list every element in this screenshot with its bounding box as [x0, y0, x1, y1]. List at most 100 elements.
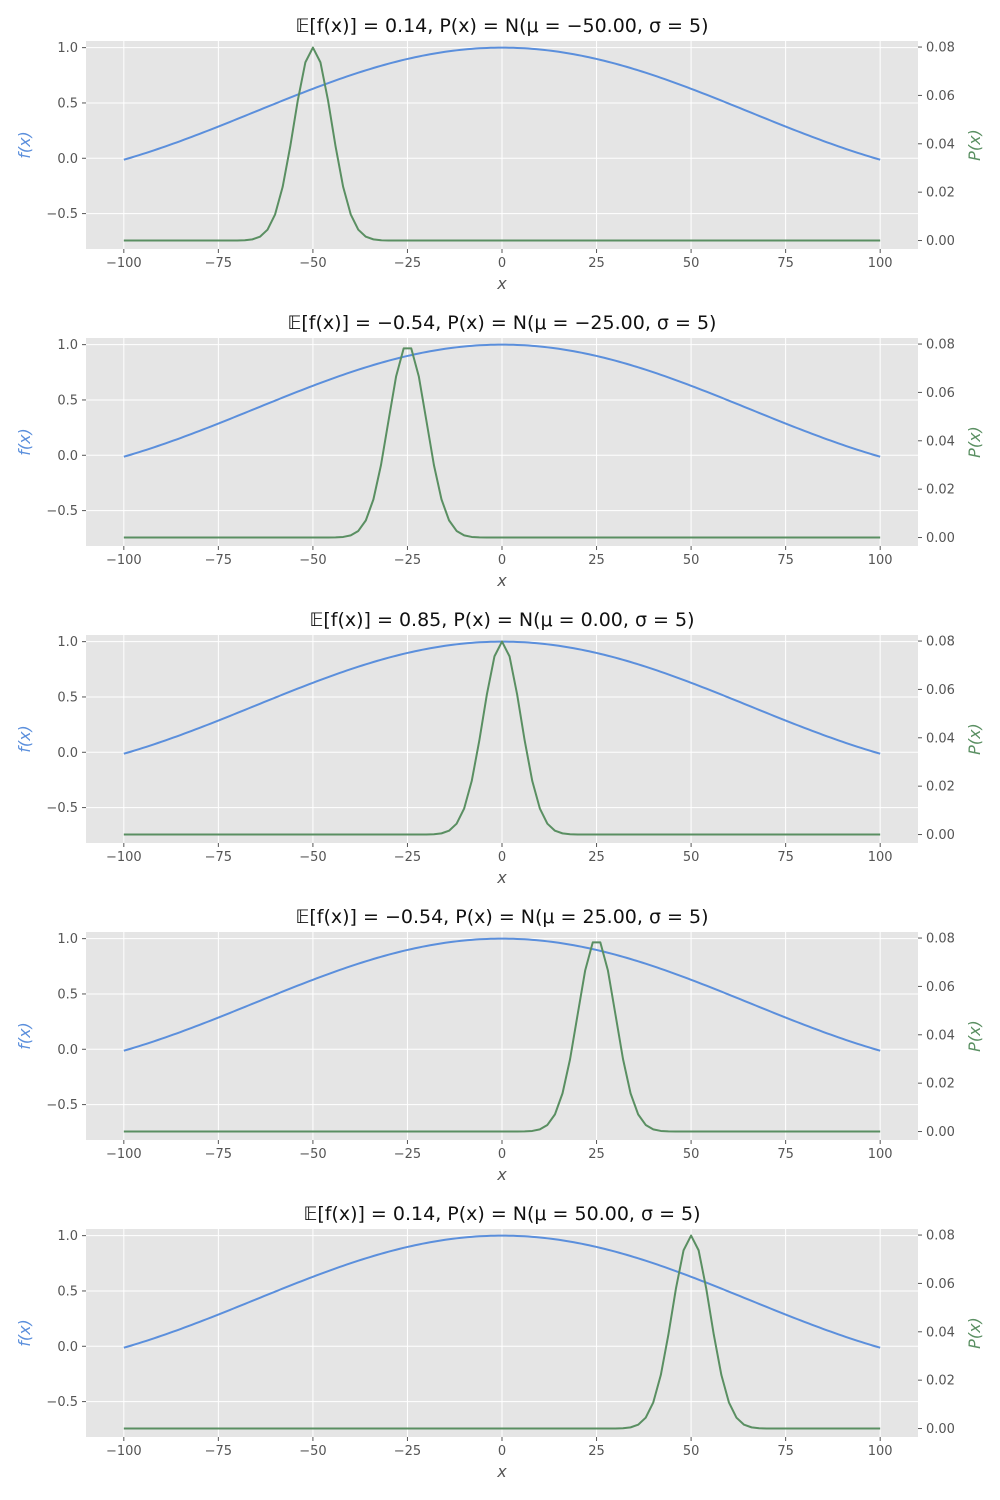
y-right-axis-label: P(x) [965, 1020, 984, 1052]
y-right-tick-label: 0.04 [926, 434, 955, 449]
series-line-f [123, 343, 881, 458]
y-right-tick-label: 0.02 [926, 186, 955, 201]
x-tick-label: 0 [498, 850, 506, 865]
x-tick-label: 25 [588, 1147, 605, 1162]
y-right-tick-label: 0.06 [926, 386, 955, 401]
y-left-tick-label: 0.0 [57, 1043, 78, 1058]
x-tick-label: −50 [299, 256, 326, 271]
series-line-f [123, 1234, 881, 1349]
y-right-tick-label: 0.02 [926, 780, 955, 795]
y-right-tick-label: 0.08 [926, 1229, 955, 1244]
x-axis-label: x [496, 868, 507, 887]
chart-title: 𝔼[f(x)] = 0.14, P(x) = N(μ = −50.00, σ =… [296, 15, 709, 37]
y-right-tick-label: 0.06 [926, 89, 955, 104]
x-tick-label: 25 [588, 850, 605, 865]
y-right-tick-label: 0.00 [926, 234, 955, 249]
y-left-tick-label: 0.5 [57, 96, 78, 111]
x-tick-label: −100 [106, 850, 142, 865]
x-tick-label: −75 [205, 553, 232, 568]
y-right-tick-label: 0.00 [926, 1422, 955, 1437]
x-axis-label: x [496, 274, 507, 293]
y-right-tick-label: 0.04 [926, 731, 955, 746]
y-right-axis-label: P(x) [965, 129, 984, 161]
series-line-p [123, 640, 881, 836]
chart-title: 𝔼[f(x)] = 0.85, P(x) = N(μ = 0.00, σ = 5… [310, 609, 695, 631]
y-left-axis-label: f(x) [15, 1022, 34, 1050]
series-line-f [123, 46, 881, 161]
y-left-tick-label: 0.0 [57, 746, 78, 761]
x-tick-label: −50 [299, 850, 326, 865]
x-tick-label: −100 [106, 256, 142, 271]
x-tick-label: 75 [777, 850, 794, 865]
series-line-f [123, 937, 881, 1052]
y-left-tick-label: −0.5 [46, 1098, 78, 1113]
y-left-tick-label: 0.5 [57, 393, 78, 408]
x-tick-label: −25 [394, 1444, 421, 1459]
x-tick-label: 25 [588, 553, 605, 568]
x-tick-label: −50 [299, 1147, 326, 1162]
y-right-tick-label: 0.06 [926, 683, 955, 698]
subplot-1: −100 −75 −50 −25 0 25 50 75 100 −0.5 0.0 0.5 1.0 0.00… [15, 15, 984, 293]
y-left-tick-label: 0.5 [57, 1284, 78, 1299]
y-right-tick-label: 0.06 [926, 1277, 955, 1292]
x-tick-label: −50 [299, 553, 326, 568]
x-tick-label: −75 [205, 850, 232, 865]
x-tick-label: 75 [777, 553, 794, 568]
x-tick-label: 0 [498, 256, 506, 271]
x-tick-label: 75 [777, 1147, 794, 1162]
x-tick-label: 50 [683, 553, 700, 568]
x-tick-label: −75 [205, 1444, 232, 1459]
y-left-axis-label: f(x) [15, 725, 34, 753]
x-tick-label: −50 [299, 1444, 326, 1459]
y-left-tick-label: 1.0 [57, 338, 78, 353]
y-right-tick-label: 0.04 [926, 1325, 955, 1340]
x-tick-label: −25 [394, 850, 421, 865]
y-left-tick-label: 1.0 [57, 932, 78, 947]
y-left-tick-label: 0.0 [57, 152, 78, 167]
y-left-tick-label: 0.5 [57, 690, 78, 705]
series-line-p [123, 941, 881, 1133]
y-left-tick-label: 0.5 [57, 987, 78, 1002]
y-right-tick-label: 0.08 [926, 635, 955, 650]
x-tick-label: 100 [868, 1444, 893, 1459]
series-line-p [123, 1234, 881, 1430]
y-left-tick-label: 0.0 [57, 1340, 78, 1355]
y-right-axis-label: P(x) [965, 426, 984, 458]
y-left-tick-label: 1.0 [57, 41, 78, 56]
x-tick-label: 25 [588, 256, 605, 271]
y-left-tick-label: 1.0 [57, 635, 78, 650]
subplot-3: −100 −75 −50 −25 0 25 50 75 100 −0.5 0.0 0.5 1.0 0.00… [15, 609, 984, 887]
y-right-axis-label: P(x) [965, 1317, 984, 1349]
y-right-tick-label: 0.00 [926, 1125, 955, 1140]
x-axis-label: x [496, 1462, 507, 1481]
x-tick-label: −25 [394, 256, 421, 271]
x-tick-label: −75 [205, 256, 232, 271]
x-tick-label: 0 [498, 1147, 506, 1162]
y-left-tick-label: −0.5 [46, 801, 78, 816]
x-tick-label: 75 [777, 256, 794, 271]
y-right-tick-label: 0.04 [926, 1028, 955, 1043]
x-tick-label: 0 [498, 553, 506, 568]
y-left-tick-label: −0.5 [46, 207, 78, 222]
chart-title: 𝔼[f(x)] = 0.14, P(x) = N(μ = 50.00, σ = … [303, 1203, 700, 1225]
subplot-2: −100 −75 −50 −25 0 25 50 75 100 −0.5 0.0 0.5 1.0 0.00… [15, 312, 984, 590]
x-tick-label: 0 [498, 1444, 506, 1459]
y-right-tick-label: 0.00 [926, 531, 955, 546]
y-right-tick-label: 0.08 [926, 932, 955, 947]
y-right-tick-label: 0.02 [926, 1374, 955, 1389]
series-line-p [123, 46, 881, 242]
y-left-axis-label: f(x) [15, 1319, 34, 1347]
y-left-tick-label: −0.5 [46, 1395, 78, 1410]
x-tick-label: −100 [106, 1444, 142, 1459]
y-left-tick-label: 1.0 [57, 1229, 78, 1244]
x-tick-label: 25 [588, 1444, 605, 1459]
x-tick-label: 50 [683, 1147, 700, 1162]
y-left-tick-label: 0.0 [57, 449, 78, 464]
series-line-p [123, 347, 881, 539]
x-tick-label: 50 [683, 850, 700, 865]
x-tick-label: −100 [106, 1147, 142, 1162]
y-left-axis-label: f(x) [15, 131, 34, 159]
x-tick-label: 50 [683, 256, 700, 271]
y-right-tick-label: 0.00 [926, 828, 955, 843]
